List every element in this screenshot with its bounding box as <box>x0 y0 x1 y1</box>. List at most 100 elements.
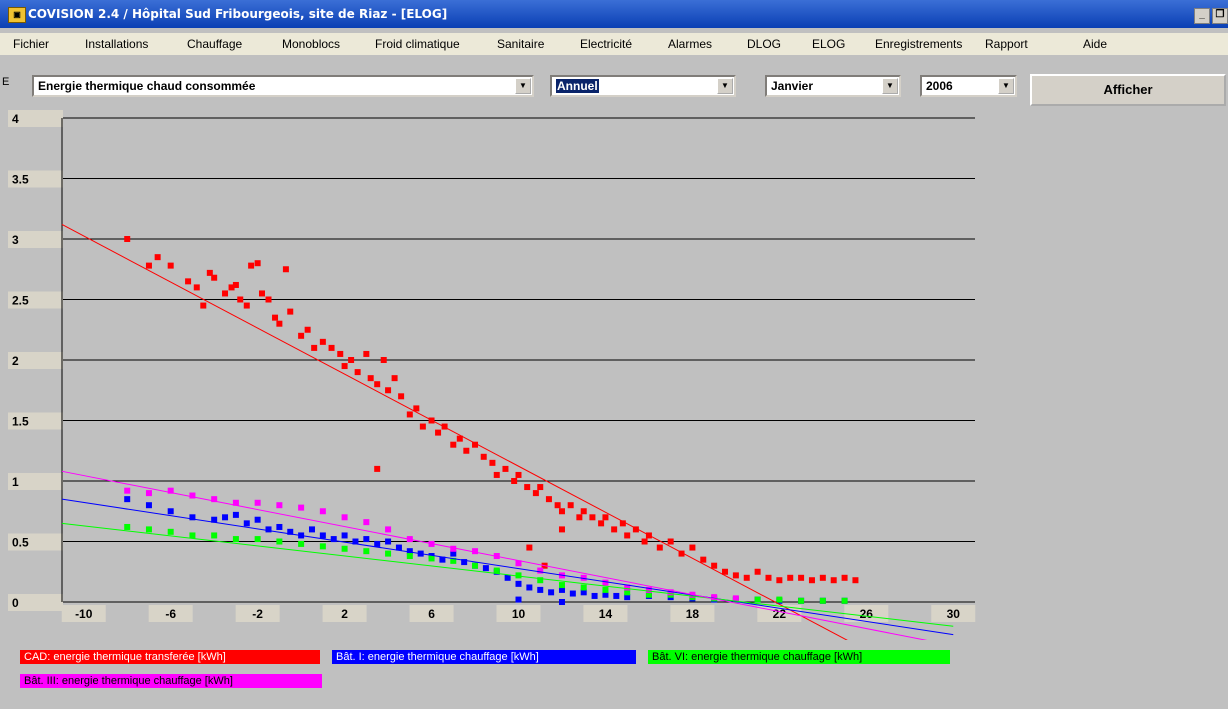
x-tick-label: 26 <box>860 607 874 621</box>
data-point-series-3 <box>819 597 826 604</box>
data-point-series-2 <box>287 528 294 535</box>
menu-elog[interactable]: ELOG <box>812 37 846 51</box>
year-select[interactable]: 2006 ▼ <box>920 75 1017 97</box>
data-point-series-2 <box>515 596 522 603</box>
data-point-series-4 <box>189 492 196 499</box>
chevron-down-icon[interactable]: ▼ <box>882 78 898 94</box>
data-point-series-4 <box>580 574 587 581</box>
month-select-value: Janvier <box>771 79 814 93</box>
chevron-down-icon[interactable]: ▼ <box>717 78 733 94</box>
data-point-series-1 <box>624 532 631 539</box>
afficher-button[interactable]: Afficher <box>1030 74 1226 106</box>
data-point-series-1 <box>830 577 837 584</box>
data-point-series-2 <box>450 550 457 557</box>
data-point-series-2 <box>211 516 218 523</box>
menu-rapport[interactable]: Rapport <box>985 37 1028 51</box>
data-point-series-2 <box>254 516 261 523</box>
month-select[interactable]: Janvier ▼ <box>765 75 901 97</box>
data-point-series-1 <box>419 423 426 430</box>
menu-alarmes[interactable]: Alarmes <box>668 37 713 51</box>
data-point-series-1 <box>248 262 255 269</box>
data-point-series-3 <box>232 536 239 543</box>
data-point-series-1 <box>852 577 859 584</box>
data-point-series-1 <box>367 375 374 382</box>
y-tick-bg <box>8 352 63 369</box>
y-tick-bg <box>8 594 63 611</box>
data-point-series-1 <box>167 262 174 269</box>
x-tick-bg <box>496 605 541 622</box>
menu-dlog[interactable]: DLOG <box>747 37 782 51</box>
metric-select-value: Energie thermique chaud consommée <box>38 79 256 93</box>
y-tick-label: 2 <box>12 354 19 368</box>
data-point-series-1 <box>576 514 583 521</box>
data-point-series-4 <box>645 586 652 593</box>
legend-item-cad: CAD: energie thermique transferée [kWh] <box>20 650 320 664</box>
minimize-button[interactable]: _ <box>1194 8 1210 24</box>
data-point-series-1 <box>337 350 344 357</box>
data-point-series-1 <box>502 465 509 472</box>
data-point-series-1 <box>524 484 531 491</box>
data-point-series-1 <box>700 556 707 563</box>
y-tick-label: 3.5 <box>12 173 29 187</box>
data-point-series-2 <box>580 589 587 596</box>
data-point-series-2 <box>222 514 229 521</box>
data-point-series-2 <box>352 538 359 545</box>
x-tick-bg <box>61 605 106 622</box>
data-point-series-3 <box>624 589 631 596</box>
chevron-down-icon[interactable]: ▼ <box>515 78 531 94</box>
data-point-series-4 <box>276 502 283 509</box>
menu-installations[interactable]: Installations <box>85 37 149 51</box>
data-point-series-4 <box>211 496 218 503</box>
data-point-series-3 <box>428 555 435 562</box>
app-icon: ▣ <box>8 7 26 23</box>
data-point-series-3 <box>406 553 413 560</box>
data-point-series-3 <box>558 582 565 589</box>
data-point-series-3 <box>298 540 305 547</box>
data-point-series-2 <box>319 532 326 539</box>
data-point-series-3 <box>189 532 196 539</box>
data-point-series-1 <box>463 447 470 454</box>
data-point-series-4 <box>711 594 718 601</box>
data-point-series-2 <box>537 586 544 593</box>
data-point-series-3 <box>145 526 152 533</box>
data-point-series-1 <box>258 290 265 297</box>
menu-enregistrements[interactable]: Enregistrements <box>875 37 963 51</box>
menu-electricite[interactable]: Electricité <box>580 37 633 51</box>
y-tick-bg <box>8 231 63 248</box>
menu-sanitaire[interactable]: Sanitaire <box>497 37 545 51</box>
data-point-series-1 <box>228 284 235 291</box>
data-point-series-1 <box>374 465 381 472</box>
data-point-series-4 <box>602 579 609 586</box>
menu-froid-climatique[interactable]: Froid climatique <box>375 37 460 51</box>
restore-button[interactable]: ❐ <box>1212 8 1228 24</box>
data-point-series-1 <box>211 274 218 281</box>
data-point-series-2 <box>243 520 250 527</box>
data-point-series-2 <box>276 523 283 530</box>
y-tick-label: 1.5 <box>12 415 29 429</box>
data-point-series-1 <box>398 393 405 400</box>
y-tick-label: 1 <box>12 475 19 489</box>
data-point-series-1 <box>765 574 772 581</box>
data-point-series-1 <box>124 236 131 242</box>
data-point-series-3 <box>645 591 652 598</box>
data-point-series-1 <box>754 568 761 575</box>
trend-line-series-2 <box>61 498 954 636</box>
chevron-down-icon[interactable]: ▼ <box>998 78 1014 94</box>
data-point-series-1 <box>145 262 152 269</box>
y-tick-bg <box>8 412 63 430</box>
metric-select[interactable]: Energie thermique chaud consommée ▼ <box>32 75 534 97</box>
menu-fichier[interactable]: Fichier <box>13 37 50 51</box>
data-point-series-1 <box>632 526 639 533</box>
menu-chauffage[interactable]: Chauffage <box>187 37 243 51</box>
data-point-series-1 <box>276 320 283 327</box>
data-point-series-1 <box>808 577 815 584</box>
data-point-series-1 <box>567 502 574 509</box>
period-select[interactable]: Annuel ▼ <box>550 75 736 97</box>
x-tick-bg <box>583 605 628 622</box>
data-point-series-1 <box>254 260 261 267</box>
menu-monoblocs[interactable]: Monoblocs <box>282 37 341 51</box>
data-point-series-1 <box>222 290 229 297</box>
menu-aide[interactable]: Aide <box>1083 37 1108 51</box>
scatter-chart: 00.511.522.533.54-10 -6 -2 2 6 10 14 18 22 26 30 <box>8 110 976 640</box>
data-point-series-4 <box>254 499 261 506</box>
